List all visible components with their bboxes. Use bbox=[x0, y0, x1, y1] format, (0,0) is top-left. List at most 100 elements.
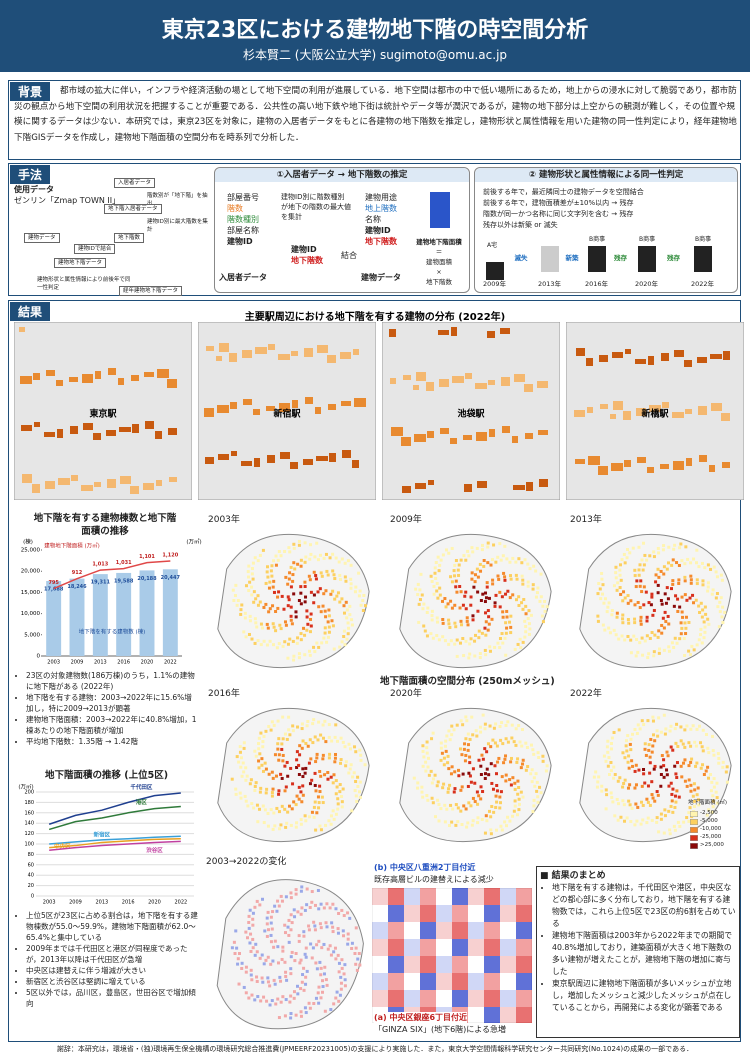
grid-cell bbox=[675, 561, 679, 565]
grid-cell bbox=[686, 557, 690, 561]
grid-cell bbox=[650, 631, 654, 635]
grid-cell bbox=[340, 800, 344, 804]
grid-cell bbox=[459, 719, 463, 723]
grid-cell bbox=[516, 956, 532, 973]
ward-outline bbox=[399, 533, 552, 668]
grid-cell bbox=[484, 888, 500, 905]
grid-cell bbox=[484, 596, 488, 600]
grid-cell bbox=[420, 939, 436, 956]
grid-cell bbox=[703, 630, 707, 634]
grid-cell bbox=[337, 911, 341, 915]
flow-step: 地下階数 bbox=[114, 233, 145, 243]
grid-cell bbox=[289, 823, 293, 827]
grid-cell bbox=[647, 652, 651, 656]
grid-map bbox=[217, 533, 370, 668]
grid-cell bbox=[319, 926, 323, 930]
grid-cell bbox=[297, 543, 301, 547]
building-footprint bbox=[81, 485, 93, 491]
grid-cell bbox=[545, 605, 549, 609]
grid-cell bbox=[691, 794, 695, 798]
bullet-list: 23区の対象建物数(186万棟)のうち，1.1%の建物に地下階がある (2022… bbox=[14, 670, 199, 747]
grid-cell bbox=[247, 996, 251, 1000]
grid-cell bbox=[716, 605, 720, 609]
grid-cell bbox=[338, 993, 342, 997]
grid-cell bbox=[634, 783, 638, 787]
building-footprint bbox=[661, 353, 669, 361]
grid-cell bbox=[241, 761, 245, 765]
grid-cell bbox=[283, 923, 287, 927]
grid-cell bbox=[317, 939, 321, 943]
grid-cell bbox=[504, 631, 508, 635]
grid-cell bbox=[517, 724, 521, 728]
grid-cell bbox=[291, 579, 295, 583]
grid-cell bbox=[459, 641, 463, 645]
transition-label: 滅失 bbox=[514, 254, 528, 262]
grid-cell bbox=[517, 603, 521, 607]
grid-cell bbox=[476, 590, 480, 594]
list-item: 5区以外では，品川区，豊島区，世田谷区で増加傾向 bbox=[26, 987, 199, 1009]
grid-cell bbox=[287, 598, 291, 602]
grid-cell bbox=[441, 599, 445, 603]
grid-cell bbox=[530, 780, 534, 784]
grid-cell bbox=[614, 633, 618, 637]
grid-cell bbox=[706, 776, 710, 780]
grid-cell bbox=[304, 766, 308, 770]
grid-cell bbox=[516, 1007, 532, 1023]
grid-cell bbox=[291, 729, 295, 733]
grid-cell bbox=[312, 718, 316, 722]
building-footprint bbox=[451, 327, 457, 336]
grid-cell bbox=[612, 765, 616, 769]
grid-cell bbox=[261, 745, 265, 749]
grid-cell bbox=[422, 755, 426, 759]
grid-cell bbox=[335, 990, 339, 994]
grid-cell bbox=[626, 634, 630, 638]
grid-cell bbox=[297, 652, 301, 656]
grid-cell bbox=[505, 557, 509, 561]
grid-cell bbox=[516, 779, 520, 783]
grid-cell bbox=[718, 600, 722, 604]
grid-cell bbox=[292, 800, 296, 804]
grid-cell bbox=[631, 764, 635, 768]
grid-cell bbox=[435, 581, 439, 585]
grid-cell bbox=[443, 639, 447, 643]
grid-cell bbox=[667, 784, 671, 788]
grid-cell bbox=[475, 734, 479, 738]
grid-cell bbox=[465, 619, 469, 623]
grid-cell bbox=[313, 555, 317, 559]
grid-cell bbox=[480, 753, 484, 757]
grid-cell bbox=[616, 581, 620, 585]
grid-cell bbox=[460, 623, 464, 627]
grid-cell bbox=[321, 753, 325, 757]
building-footprint bbox=[218, 454, 229, 460]
grid-cell bbox=[404, 990, 420, 1007]
building-footprint bbox=[93, 433, 101, 440]
grid-cell bbox=[646, 719, 650, 723]
grid-cell bbox=[535, 591, 539, 595]
grid-cell bbox=[703, 566, 707, 570]
grid-cell bbox=[342, 634, 346, 638]
building-footprint bbox=[168, 428, 177, 435]
value-label: 19,311 bbox=[91, 580, 111, 586]
grid-cell bbox=[516, 792, 520, 796]
grid-cell bbox=[543, 609, 547, 613]
grid-cell bbox=[484, 814, 488, 818]
grid-cell bbox=[644, 590, 648, 594]
grid-cell bbox=[652, 654, 656, 658]
grid-cell bbox=[289, 994, 293, 998]
building-footprint bbox=[512, 436, 518, 443]
grid-cell bbox=[271, 827, 275, 831]
grid-cell bbox=[473, 654, 477, 658]
x-tick-label: 2016 bbox=[117, 660, 130, 666]
grid-cell bbox=[439, 558, 443, 562]
grid-cell bbox=[475, 790, 479, 794]
line bbox=[49, 835, 181, 845]
grid-cell bbox=[609, 791, 613, 795]
grid-cell bbox=[523, 635, 527, 639]
grid-cell bbox=[509, 631, 513, 635]
grid-cell bbox=[496, 760, 500, 764]
grid-cell bbox=[436, 596, 440, 600]
grid-cell bbox=[230, 946, 234, 950]
building-footprint bbox=[500, 328, 510, 334]
grid-cell bbox=[436, 780, 440, 784]
